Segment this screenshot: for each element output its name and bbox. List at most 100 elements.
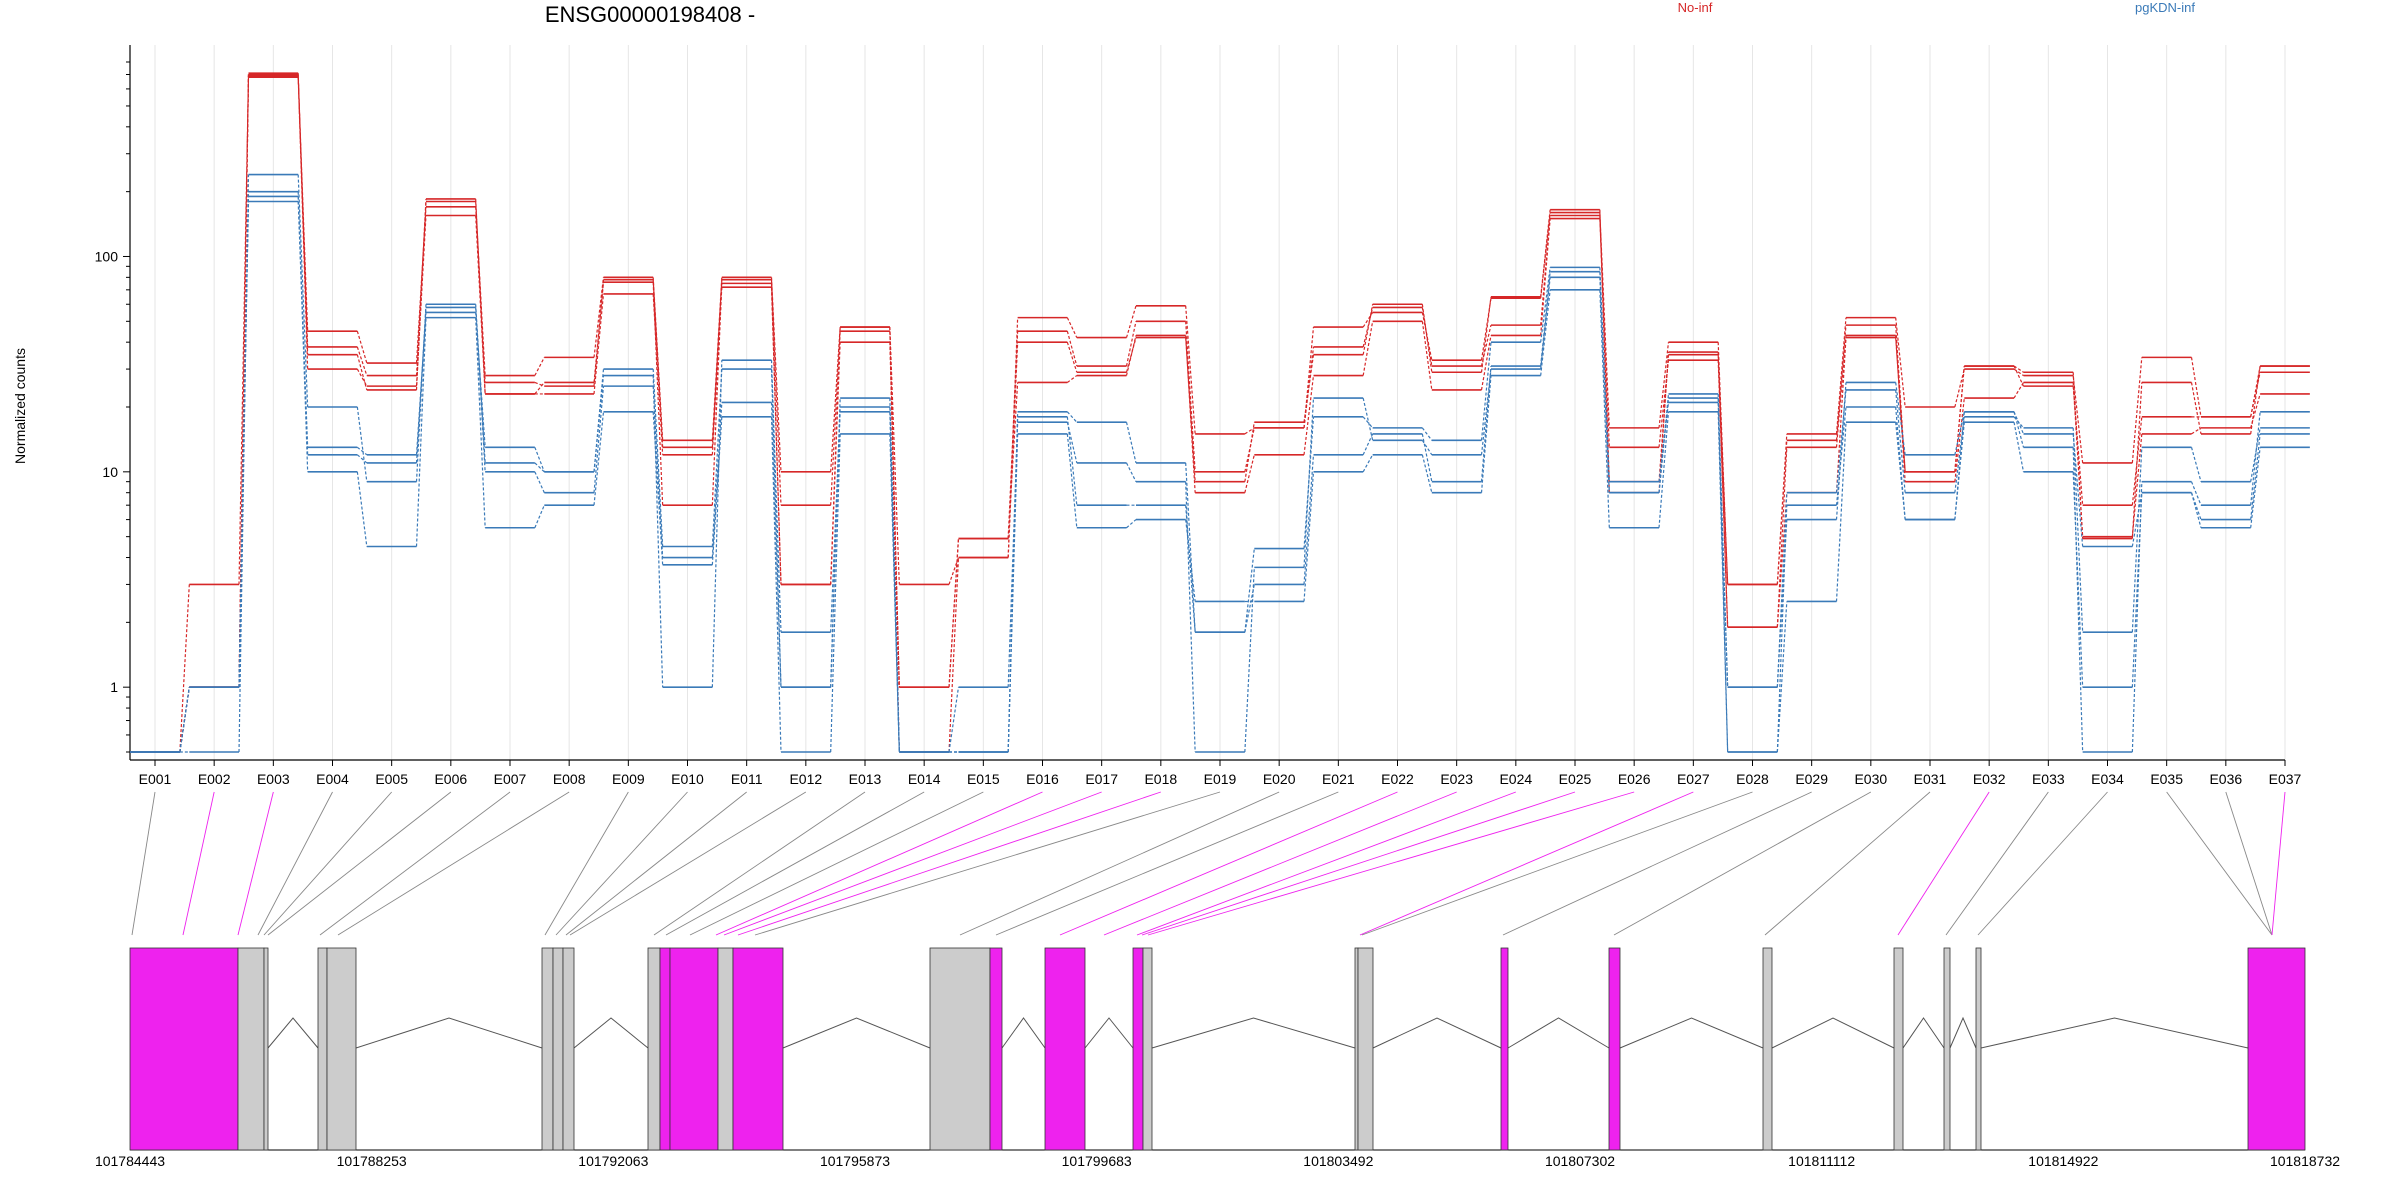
series-connector	[1421, 304, 1433, 373]
exon-connector	[653, 791, 866, 936]
series-connector	[1421, 454, 1433, 493]
series-connector	[1895, 422, 1906, 520]
exon-block	[237, 947, 265, 1151]
series-connector	[1185, 505, 1196, 633]
series-connector	[534, 357, 545, 376]
x-tick-label: E014	[908, 771, 941, 787]
series-connector	[1540, 289, 1551, 376]
series-connector	[593, 277, 605, 358]
series-connector	[534, 462, 545, 473]
series-connector	[770, 279, 782, 506]
series-connector	[415, 312, 427, 455]
series-connector	[1362, 454, 1374, 473]
series-connector	[948, 687, 960, 753]
series-connector	[2013, 422, 2025, 472]
series-connector	[1421, 427, 1433, 441]
exon-connector	[737, 791, 1161, 936]
coordinate-label: 101803492	[1303, 1153, 1373, 1169]
series-connector	[356, 330, 368, 364]
x-tick-label: E005	[375, 771, 408, 787]
series-connector	[1185, 519, 1196, 602]
series-connector	[415, 198, 427, 390]
coordinate-label: 101792063	[578, 1153, 648, 1169]
intron-line	[1771, 1017, 1895, 1049]
series-connector	[652, 282, 664, 506]
exon-block-highlighted	[129, 947, 239, 1151]
series-connector	[889, 327, 900, 585]
series-connector	[356, 354, 368, 391]
series-connector	[1303, 454, 1315, 585]
exon-connector	[959, 791, 1280, 936]
series-connector	[356, 446, 368, 456]
series-connector	[2013, 411, 2025, 448]
x-tick-label: E033	[2032, 771, 2065, 787]
exon-connector	[723, 791, 1102, 936]
series-connector	[2013, 411, 2025, 435]
series-connector	[2072, 372, 2084, 539]
series-connector	[1066, 411, 1078, 423]
series-connector	[1066, 433, 1078, 528]
series-connector	[1421, 321, 1433, 391]
series-connector	[1480, 375, 1492, 493]
series-connector	[534, 471, 545, 493]
series-connector	[1185, 321, 1196, 472]
x-tick-label: E022	[1381, 771, 1414, 787]
x-tick-label: E004	[316, 771, 349, 787]
legend-item-no-inf: No-inf	[1678, 0, 1713, 15]
exon-connector	[1361, 791, 1753, 936]
series-connector	[770, 402, 782, 688]
series-connector	[1658, 360, 1670, 448]
x-tick-label: E002	[198, 771, 231, 787]
series-connector	[1244, 422, 1255, 482]
exon-block	[552, 947, 564, 1151]
series-connector	[1835, 382, 1847, 520]
exon-connector	[267, 791, 452, 936]
exon-connector	[1147, 791, 1635, 936]
exon-connector	[1897, 791, 1990, 936]
x-tick-label: E019	[1204, 771, 1237, 787]
exon-block	[1975, 947, 1982, 1151]
x-tick-label: E008	[553, 771, 586, 787]
exon-block	[647, 947, 661, 1151]
exon-connector	[2225, 791, 2273, 936]
series-connector	[2250, 411, 2261, 506]
series-connector	[534, 504, 545, 528]
series-connector	[2190, 357, 2202, 417]
series-connector	[830, 433, 841, 753]
series-connector	[1125, 337, 1137, 373]
series-connector	[1599, 209, 1610, 493]
x-tick-label: E011	[731, 771, 763, 787]
series-connector	[1303, 375, 1315, 455]
series-connector	[830, 327, 841, 472]
series-connector	[1954, 411, 1965, 520]
x-tick-label: E030	[1854, 771, 1887, 787]
series-connector	[711, 360, 723, 688]
exon-connector	[1136, 791, 1516, 936]
exon-block	[263, 947, 269, 1151]
exon-connector	[754, 791, 1221, 936]
legend-item-pgkdn-inf: pgKDN-inf	[2135, 0, 2195, 15]
intron-line	[573, 1017, 649, 1049]
series-connector	[1244, 548, 1255, 633]
exon-block-highlighted	[732, 947, 784, 1151]
series-connector	[593, 293, 605, 394]
series-connector	[297, 174, 309, 408]
exon-connector	[665, 791, 925, 936]
series-connector	[593, 282, 605, 383]
coordinate-label: 101799683	[1062, 1153, 1132, 1169]
series-connector	[1066, 416, 1078, 506]
series-connector	[1835, 337, 1847, 493]
series-connector	[711, 283, 723, 506]
series-connector	[1895, 382, 1906, 455]
genomic-coordinates: 101784443 101788253 101792063 101795873 1017…	[95, 1153, 2340, 1169]
intron-line	[1619, 1017, 1764, 1049]
x-tick-label: E023	[1440, 771, 1473, 787]
series-connector	[1303, 471, 1315, 602]
exon-block-highlighted	[1132, 947, 1144, 1151]
series-connector	[1244, 584, 1255, 633]
series-connector	[1362, 304, 1374, 355]
series-connector	[475, 307, 486, 472]
exon-block-highlighted	[1500, 947, 1509, 1151]
series-connector	[1066, 331, 1078, 367]
series-connector	[1895, 389, 1906, 493]
